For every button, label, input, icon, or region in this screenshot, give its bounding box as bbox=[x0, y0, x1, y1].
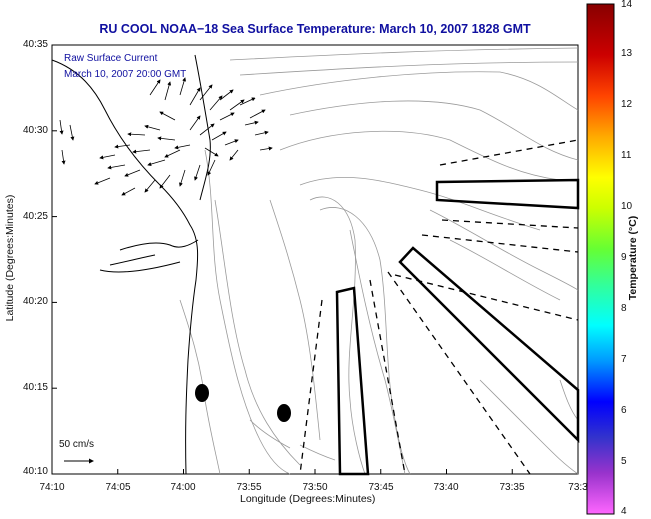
colorbar-tick: 8 bbox=[621, 303, 627, 314]
x-axis-title: Longitude (Degrees:Minutes) bbox=[240, 493, 376, 505]
colorbar-tick: 14 bbox=[621, 0, 633, 10]
x-tick-label: 74:00 bbox=[170, 482, 196, 493]
overlay-label: Raw Surface Current bbox=[64, 53, 158, 64]
colorbar-tick: 13 bbox=[621, 48, 633, 59]
colorbar-tick: 12 bbox=[621, 99, 633, 110]
current-vectors bbox=[59, 77, 273, 196]
y-tick-label: 40:15 bbox=[22, 382, 48, 393]
y-tick-label: 40:20 bbox=[22, 296, 48, 307]
colorbar-tick: 4 bbox=[621, 506, 627, 517]
colorbar-tick: 7 bbox=[621, 354, 627, 365]
y-tick-label: 40:25 bbox=[22, 211, 48, 222]
map-title: RU COOL NOAA−18 Sea Surface Temperature:… bbox=[99, 22, 531, 36]
x-tick-label: 73:35 bbox=[499, 482, 525, 493]
overlay-timestamp: March 10, 2007 20:00 GMT bbox=[64, 69, 187, 80]
x-tick-label: 73:3 bbox=[568, 482, 588, 493]
plot-frame bbox=[51, 44, 579, 475]
colorbar bbox=[586, 3, 615, 515]
colorbar-tick: 9 bbox=[621, 252, 627, 263]
x-tick-label: 74:05 bbox=[105, 482, 131, 493]
colorbar-tick: 6 bbox=[621, 405, 627, 416]
x-tick-label: 74:10 bbox=[39, 482, 65, 493]
coastline bbox=[51, 54, 211, 475]
y-tick-label: 40:30 bbox=[22, 125, 48, 136]
axis-ticks bbox=[51, 44, 513, 474]
y-axis-title: Latitude (Degrees:Minutes) bbox=[4, 194, 16, 322]
colorbar-tick: 10 bbox=[621, 201, 633, 212]
station-markers bbox=[195, 384, 291, 422]
colorbar-tick: 11 bbox=[621, 150, 632, 161]
x-tick-label: 73:40 bbox=[433, 482, 459, 493]
y-tick-label: 40:35 bbox=[22, 39, 48, 50]
colorbar-title: Temperature (°C) bbox=[627, 215, 639, 301]
x-tick-label: 73:55 bbox=[236, 482, 262, 493]
y-tick-label: 40:10 bbox=[22, 466, 48, 477]
x-tick-label: 73:50 bbox=[302, 482, 328, 493]
x-tick-label: 73:45 bbox=[368, 482, 394, 493]
colorbar-tick: 5 bbox=[621, 456, 627, 467]
sampling-transects bbox=[299, 139, 580, 476]
scale-label: 50 cm/s bbox=[59, 439, 95, 450]
